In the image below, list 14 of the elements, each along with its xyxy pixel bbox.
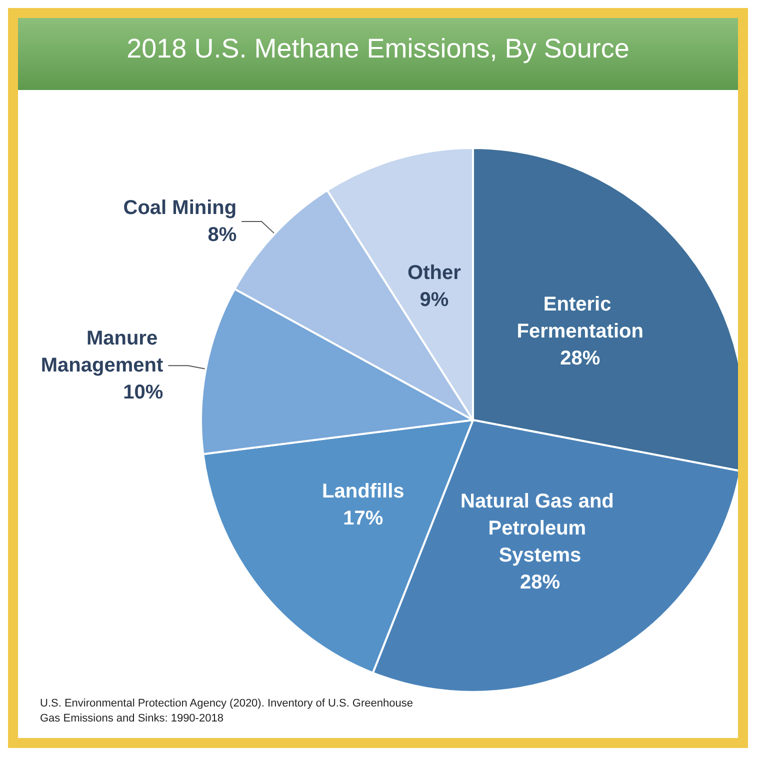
slice-label: Landfills — [322, 480, 404, 503]
slice-label: Natural Gas and Petroleum Systems — [460, 490, 620, 566]
slice-label: Coal Mining — [123, 196, 237, 219]
chart-title: 2018 U.S. Methane Emissions, By Source — [126, 34, 630, 64]
data-label: 10% — [123, 382, 164, 404]
data-label: 8% — [208, 224, 237, 246]
slice-label: Manure Management — [40, 328, 164, 377]
text: U.S. Environmental Protection Agency (2020). Inventory of U.S. Greenhouse Gas Emissions and Sinks: 1990-2018 — [40, 698, 416, 724]
data-label: 28% — [560, 347, 600, 370]
data-label: 17% — [343, 508, 384, 530]
slice-label: Other — [408, 262, 462, 284]
data-label: 28% — [520, 571, 560, 594]
slice-label: Enteric Fermentation — [516, 293, 644, 342]
data-label: 9% — [420, 289, 449, 312]
